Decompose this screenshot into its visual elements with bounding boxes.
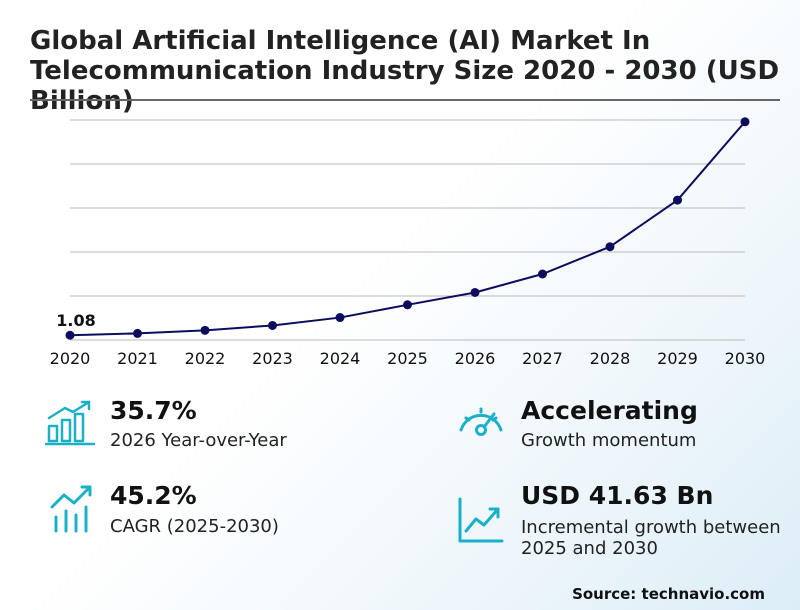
stat-label: Growth momentum [521, 430, 697, 451]
growth-trend-icon [50, 485, 92, 533]
title-divider [30, 99, 780, 101]
source-note: Source: technavio.com [572, 585, 765, 603]
stat-label: Incremental growth between 2025 and 2030 [521, 517, 781, 559]
data-point [133, 328, 142, 338]
data-points [65, 117, 750, 340]
x-tick-label: 2022 [185, 349, 226, 368]
x-tick-label: 2030 [725, 349, 766, 368]
x-axis-labels: 2020 2021 2022 2023 2024 2025 2026 2027 2028 2029… [50, 349, 766, 368]
data-point [470, 287, 480, 297]
x-tick-label: 2026 [455, 349, 496, 368]
x-tick-label: 2028 [590, 349, 631, 368]
data-point [403, 300, 412, 310]
data-point [268, 320, 277, 330]
stat-value: 45.2% [110, 481, 197, 510]
data-point [740, 117, 750, 127]
data-label: 1.08 [56, 311, 95, 330]
speedometer-icon [459, 407, 503, 436]
x-tick-label: 2021 [117, 349, 158, 368]
stat-value: USD 41.63 Bn [521, 481, 714, 510]
gridlines [70, 119, 745, 341]
data-point [538, 269, 547, 279]
data-point [605, 242, 615, 252]
x-tick-label: 2029 [657, 349, 698, 368]
data-point [200, 325, 210, 335]
bar-chart-growth-icon [45, 400, 95, 446]
x-tick-label: 2020 [50, 349, 91, 368]
data-point [65, 330, 75, 340]
data-labels: 1.08 [56, 311, 95, 330]
data-point [335, 313, 345, 323]
data-point [673, 195, 682, 205]
x-tick-label: 2027 [522, 349, 563, 368]
stat-label: CAGR (2025-2030) [110, 516, 279, 537]
chart-title: Global Artificial Intelligence (AI) Mark… [30, 26, 780, 116]
line-chart: 2020 2021 2022 2023 2024 2025 2026 2027 2028 2029… [50, 117, 766, 368]
stat-label: 2026 Year-over-Year [110, 430, 287, 451]
stat-value: Accelerating [521, 396, 698, 425]
x-tick-label: 2025 [387, 349, 428, 368]
stat-value: 35.7% [110, 396, 197, 425]
line-chart-up-icon [458, 497, 504, 543]
x-tick-label: 2023 [252, 349, 293, 368]
x-tick-label: 2024 [320, 349, 361, 368]
